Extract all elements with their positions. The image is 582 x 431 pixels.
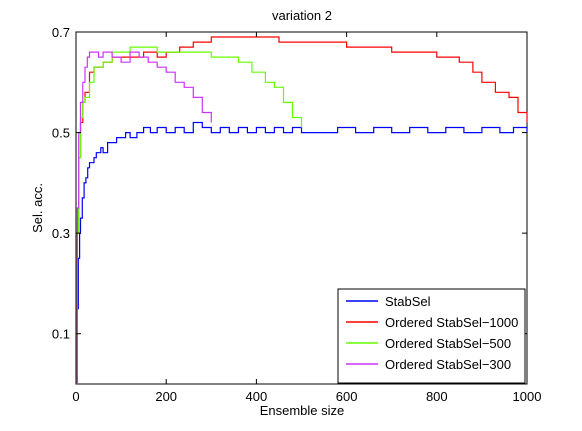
y-tick-label: 0.5 bbox=[52, 126, 70, 141]
y-axis: 0.1 0.3 0.5 0.7 bbox=[52, 25, 527, 342]
x-axis-label: Ensemble size bbox=[260, 403, 345, 418]
x-tick-label: 400 bbox=[246, 389, 268, 404]
legend-label-2: Ordered StabSel−500 bbox=[385, 336, 511, 351]
y-tick-label: 0.3 bbox=[52, 226, 70, 241]
y-tick-label: 0.7 bbox=[52, 25, 70, 40]
x-tick-label: 600 bbox=[336, 389, 358, 404]
y-axis-label: Sel. acc. bbox=[30, 183, 45, 233]
legend-label-1: Ordered StabSel−1000 bbox=[385, 315, 518, 330]
legend-box bbox=[337, 288, 526, 384]
legend: StabSel Ordered StabSel−1000 Ordered StabS… bbox=[337, 288, 526, 384]
series-layer bbox=[76, 36, 528, 385]
legend-label-3: Ordered StabSel−300 bbox=[385, 357, 511, 372]
x-tick-label: 0 bbox=[72, 389, 79, 404]
x-tick-label: 800 bbox=[426, 389, 448, 404]
series-line-0 bbox=[76, 121, 528, 385]
series-line-3 bbox=[76, 51, 212, 385]
chart-title: variation 2 bbox=[272, 8, 332, 23]
y-tick-label: 0.1 bbox=[52, 327, 70, 342]
series-line-1 bbox=[76, 36, 528, 385]
x-axis: 0 200 400 600 800 1000 bbox=[72, 32, 541, 404]
legend-label-0: StabSel bbox=[385, 294, 431, 309]
x-tick-label: 1000 bbox=[513, 389, 542, 404]
series-line-2 bbox=[76, 46, 303, 385]
x-tick-label: 200 bbox=[155, 389, 177, 404]
